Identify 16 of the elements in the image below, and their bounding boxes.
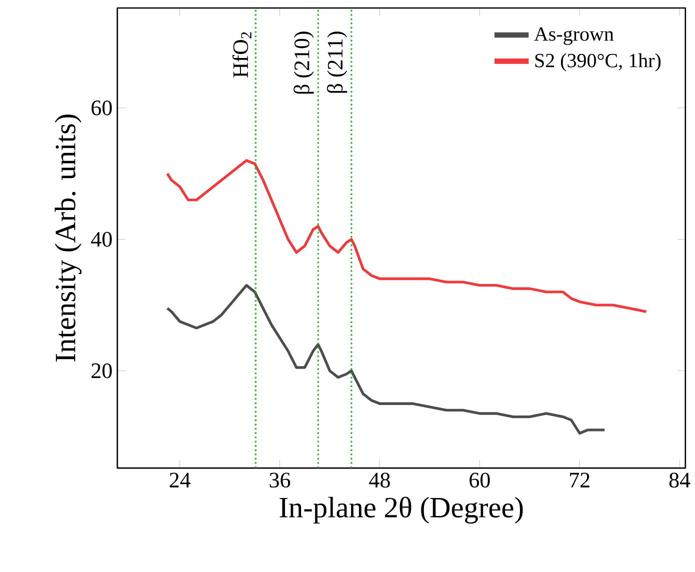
x-tick-label: 36 (270, 472, 290, 488)
ref-line-label: HfO$_{2}$ (232, 32, 252, 78)
ref-line-label: β (211) (326, 32, 348, 93)
x-tick-label: 60 (470, 472, 490, 488)
x-tick-label: 72 (570, 472, 590, 488)
x-tick-label: 48 (369, 472, 390, 488)
y-axis-title: Intensity (Arb. units) (54, 114, 82, 362)
ref-line-label: β (210) (294, 32, 314, 94)
x-tick-label: 84 (669, 472, 690, 488)
y-tick-label: 60 (92, 100, 112, 116)
x-axis-title: In-plane 2θ (Degree) (280, 496, 523, 524)
x-tick-label: 24 (170, 472, 190, 488)
legend-label: As-grown (534, 27, 614, 45)
legend-label: S2 (390°C, 1hr) (535, 53, 661, 72)
y-tick-label: 20 (92, 363, 112, 378)
y-tick-label: 40 (91, 232, 112, 247)
